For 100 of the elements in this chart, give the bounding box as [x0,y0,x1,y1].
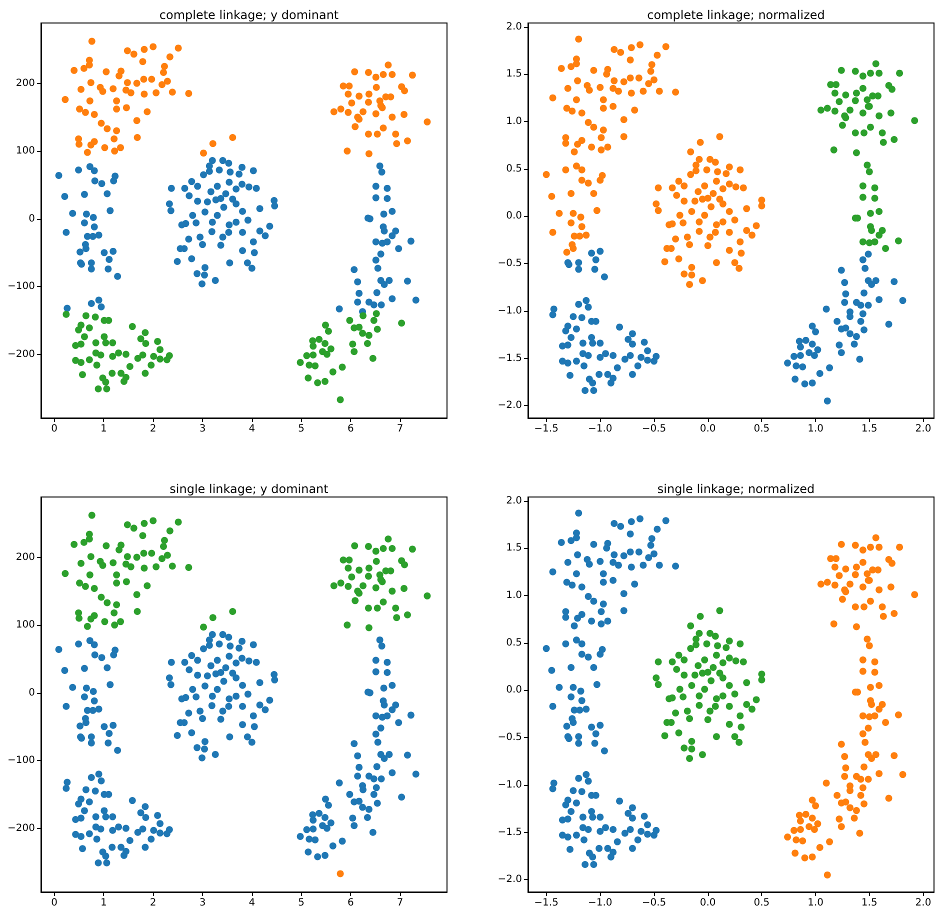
y-tick-label: −100 [8,281,35,292]
x-tick-label: 0 [51,424,58,434]
y-tick-label: −100 [8,755,35,766]
point [852,90,860,97]
y-tick-label: −1.0 [498,779,522,790]
x-tick-label: 1 [100,898,107,908]
x-tick-label: 1.0 [808,424,824,434]
y-tick-label: −200 [8,348,35,360]
y-tick-label: −1.0 [498,305,522,316]
point [824,104,831,112]
point [876,232,883,239]
y-tick-label: 2.0 [506,21,522,32]
point [859,182,866,190]
chart-title: complete linkage; normalized [647,8,825,22]
point [880,138,887,146]
point [911,117,918,124]
x-tick-label: 0.5 [754,424,770,434]
x-tick-label: 1.0 [808,898,824,908]
x-tick-label: 6 [348,424,354,434]
y-tick-label: −200 [8,822,35,834]
point [866,168,873,176]
point [871,194,878,202]
point [852,68,859,75]
point [878,226,886,234]
x-tick-label: 3 [199,424,206,434]
y-tick-label: 200 [16,78,35,89]
point [868,226,876,234]
point [871,184,878,192]
x-tick-label: 6 [348,898,354,908]
x-tick-label: −1.5 [534,424,558,434]
point [836,98,843,106]
x-tick-label: 0.0 [700,898,716,908]
point [876,70,883,77]
x-tick-label: 2.0 [915,424,932,434]
point [831,90,838,97]
y-tick-label: 1.0 [506,590,522,602]
x-tick-label: 2 [150,898,156,908]
y-tick-label: −0.5 [498,732,522,744]
point [872,60,880,68]
y-tick-label: 0.0 [506,684,522,696]
x-tick-label: 2.0 [915,898,932,908]
y-tick-label: 2.0 [506,495,522,506]
point [896,70,904,77]
point [859,109,866,116]
y-tick-label: −1.5 [498,826,522,838]
point [866,70,874,77]
point [859,72,866,80]
y-tick-label: 1.5 [506,542,522,554]
point [831,108,838,115]
point [890,136,898,144]
point [859,84,866,92]
point [878,129,886,136]
point [846,106,854,114]
point [874,92,882,100]
y-tick-label: 100 [16,620,35,631]
chart-title: single linkage; y dominant [170,482,329,496]
y-tick-label: 1.0 [506,116,522,128]
y-tick-label: −0.5 [498,258,522,270]
x-tick-label: 0 [51,898,58,908]
point [842,91,850,98]
x-tick-label: 0.0 [700,424,716,434]
point [859,238,866,246]
x-tick-label: −0.5 [642,898,666,908]
x-tick-label: 1.5 [861,898,878,908]
y-tick-label: −2.0 [498,400,522,412]
x-tick-label: −1.0 [588,898,612,908]
point [887,109,894,116]
x-tick-label: −1.5 [534,898,558,908]
x-tick-label: 4 [248,424,256,434]
x-tick-label: 1 [100,424,107,434]
x-tick-label: 5 [298,898,304,908]
x-tick-label: 7 [396,424,404,434]
point [830,146,838,154]
point [888,86,896,93]
point [866,124,874,131]
y-tick-label: 1.5 [506,68,522,80]
y-tick-label: 200 [16,552,35,563]
point [838,122,846,129]
x-tick-label: 5 [298,424,304,434]
x-tick-label: −1.0 [588,424,612,434]
x-tick-label: 7 [396,898,404,908]
point [838,66,845,74]
x-tick-label: 0.5 [754,898,770,908]
point [832,81,840,88]
y-tick-label: 0.0 [506,210,522,222]
point [871,238,878,246]
x-tick-label: 3 [199,898,206,908]
chart-title: single linkage; normalized [657,482,815,496]
x-tick-label: 4 [248,898,256,908]
y-tick-label: 0.5 [506,163,522,174]
point [882,244,890,252]
point [876,112,883,120]
point [866,210,874,217]
point [817,106,824,114]
y-tick-label: 0.5 [506,637,522,648]
y-tick-label: −2.0 [498,874,522,886]
y-tick-label: 100 [16,146,35,157]
x-tick-label: 2 [150,424,156,434]
point [864,162,871,169]
point [876,208,883,215]
